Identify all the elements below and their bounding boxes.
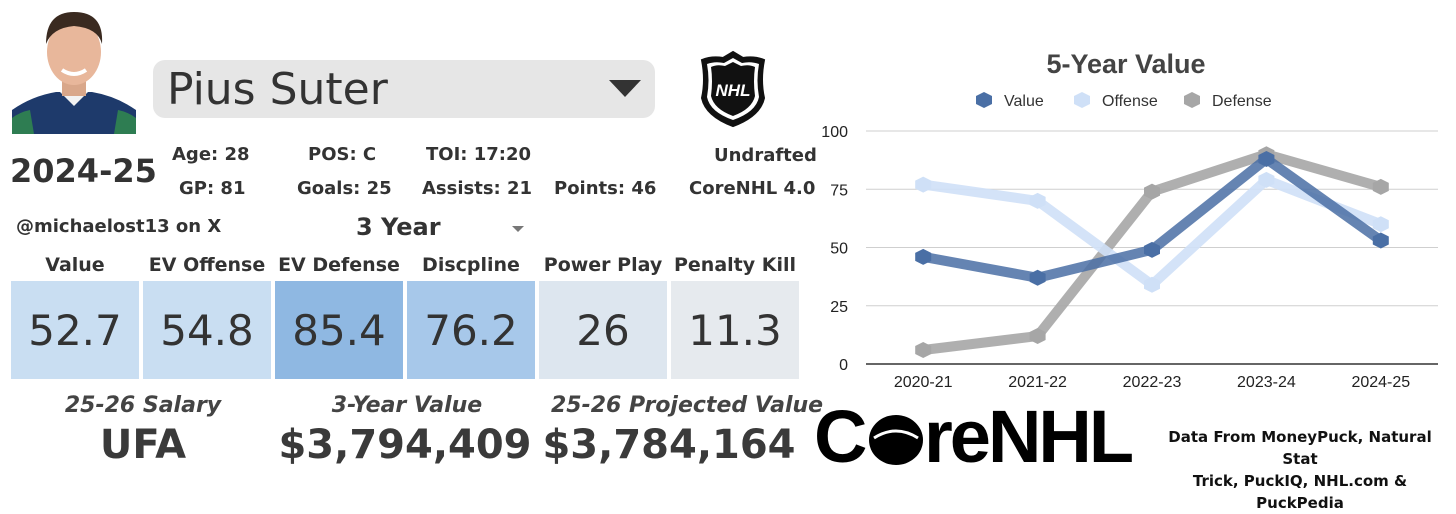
legend-marker-defense: [1184, 92, 1200, 108]
metric-header-ev-offense: EV Offense: [148, 254, 266, 276]
data-point-defense: [915, 342, 932, 359]
nhl-logo: NHL: [698, 50, 768, 128]
metric-cell-penalty-kill: 11.3: [671, 281, 799, 379]
projected-value: $3,784,164: [542, 422, 796, 468]
chart-series: [915, 146, 1389, 359]
legend-label-offense: Offense: [1102, 93, 1158, 110]
metric-header-power-play: Power Play: [543, 254, 663, 276]
player-headshot: [12, 8, 136, 134]
data-point-value: [1372, 232, 1389, 249]
data-point-defense: [1144, 183, 1160, 200]
chart-x-axis: 2020-21 2021-22 2022-23 2023-24 2024-25: [894, 374, 1410, 391]
x-tick-label: 2024-25: [1351, 374, 1410, 391]
data-point-value: [1144, 241, 1160, 258]
data-point-value: [915, 248, 932, 265]
toi-stat: TOI: 17:20: [426, 144, 532, 165]
player-name: Pius Suter: [167, 64, 388, 115]
x-tick-label: 2022-23: [1123, 374, 1182, 391]
svg-text:NHL: NHL: [716, 81, 751, 100]
projected-value-label: 25-26 Projected Value: [551, 393, 824, 418]
chart-y-axis: 0 25 50 75 100: [821, 124, 848, 374]
model-version: CoreNHL 4.0: [689, 178, 816, 199]
data-point-offense: [1372, 216, 1389, 233]
position-stat: POS: C: [308, 144, 377, 165]
svg-text:C: C: [814, 398, 866, 470]
metric-cell-ev-offense: 54.8: [143, 281, 271, 379]
data-point-offense: [1258, 171, 1275, 188]
metric-header-discipline: Discpline: [422, 254, 520, 276]
svg-text:reNHL: reNHL: [924, 398, 1132, 470]
data-point-offense: [1144, 276, 1160, 293]
goals-stat: Goals: 25: [297, 178, 392, 199]
x-tick-label: 2020-21: [894, 374, 953, 391]
three-year-value: $3,794,409: [278, 422, 532, 468]
series-line-value: [918, 153, 1386, 283]
y-tick-label: 0: [839, 357, 848, 374]
metric-cell-ev-defense: 85.4: [275, 281, 403, 379]
legend-marker-value: [976, 92, 992, 108]
metric-header-ev-defense: EV Defense: [278, 254, 400, 276]
y-tick-label: 75: [830, 182, 848, 199]
games-played-stat: GP: 81: [179, 178, 246, 199]
y-tick-label: 100: [821, 124, 848, 141]
data-point-offense: [1029, 192, 1046, 209]
data-point-defense: [1372, 178, 1389, 195]
metric-cell-value: 52.7: [11, 281, 139, 379]
period-select-value: 3 Year: [356, 213, 441, 241]
legend-marker-offense: [1074, 92, 1090, 108]
chart-legend: Value Offense Defense: [976, 92, 1272, 110]
author-handle: @michaelost13 on X: [16, 216, 222, 237]
salary-label: 25-26 Salary: [64, 393, 222, 418]
chevron-down-icon: [609, 80, 641, 97]
five-year-value-chart: 5-Year Value Value Offense Defense 0 25 50 75…: [821, 49, 1438, 391]
x-tick-label: 2021-22: [1008, 374, 1067, 391]
metric-cell-discipline: 76.2: [407, 281, 535, 379]
data-source-line-1: Data From MoneyPuck, Natural Stat: [1168, 428, 1432, 468]
x-tick-label: 2023-24: [1237, 374, 1296, 391]
corenhl-logo: C reNHL: [814, 395, 1135, 478]
player-select[interactable]: Pius Suter: [153, 60, 655, 118]
data-point-offense: [915, 176, 932, 193]
data-point-defense: [1029, 328, 1046, 345]
metric-header-penalty-kill: Penalty Kill: [673, 254, 796, 276]
salary-value: UFA: [99, 422, 187, 468]
metric-cell-power-play: 26: [539, 281, 667, 379]
period-select[interactable]: 3 Year: [356, 213, 528, 243]
assists-stat: Assists: 21: [422, 178, 533, 199]
chart-title: 5-Year Value: [1046, 49, 1205, 79]
y-tick-label: 25: [830, 299, 848, 316]
legend-label-defense: Defense: [1212, 93, 1272, 110]
chevron-down-icon: [512, 226, 524, 232]
data-point-value: [1029, 269, 1046, 286]
points-stat: Points: 46: [554, 178, 657, 199]
draft-stat: Undrafted: [714, 145, 817, 166]
age-stat: Age: 28: [172, 144, 250, 165]
y-tick-label: 50: [830, 241, 848, 258]
data-source-line-2: Trick, PuckIQ, NHL.com & PuckPedia: [1192, 472, 1408, 512]
three-year-value-label: 3-Year Value: [331, 393, 483, 418]
metric-header-value: Value: [45, 254, 105, 276]
data-source-note: Data From MoneyPuck, Natural Stat Trick,…: [1150, 426, 1450, 514]
season-label: 2024-25: [10, 152, 157, 190]
legend-label-value: Value: [1004, 93, 1044, 110]
data-point-value: [1258, 150, 1275, 167]
